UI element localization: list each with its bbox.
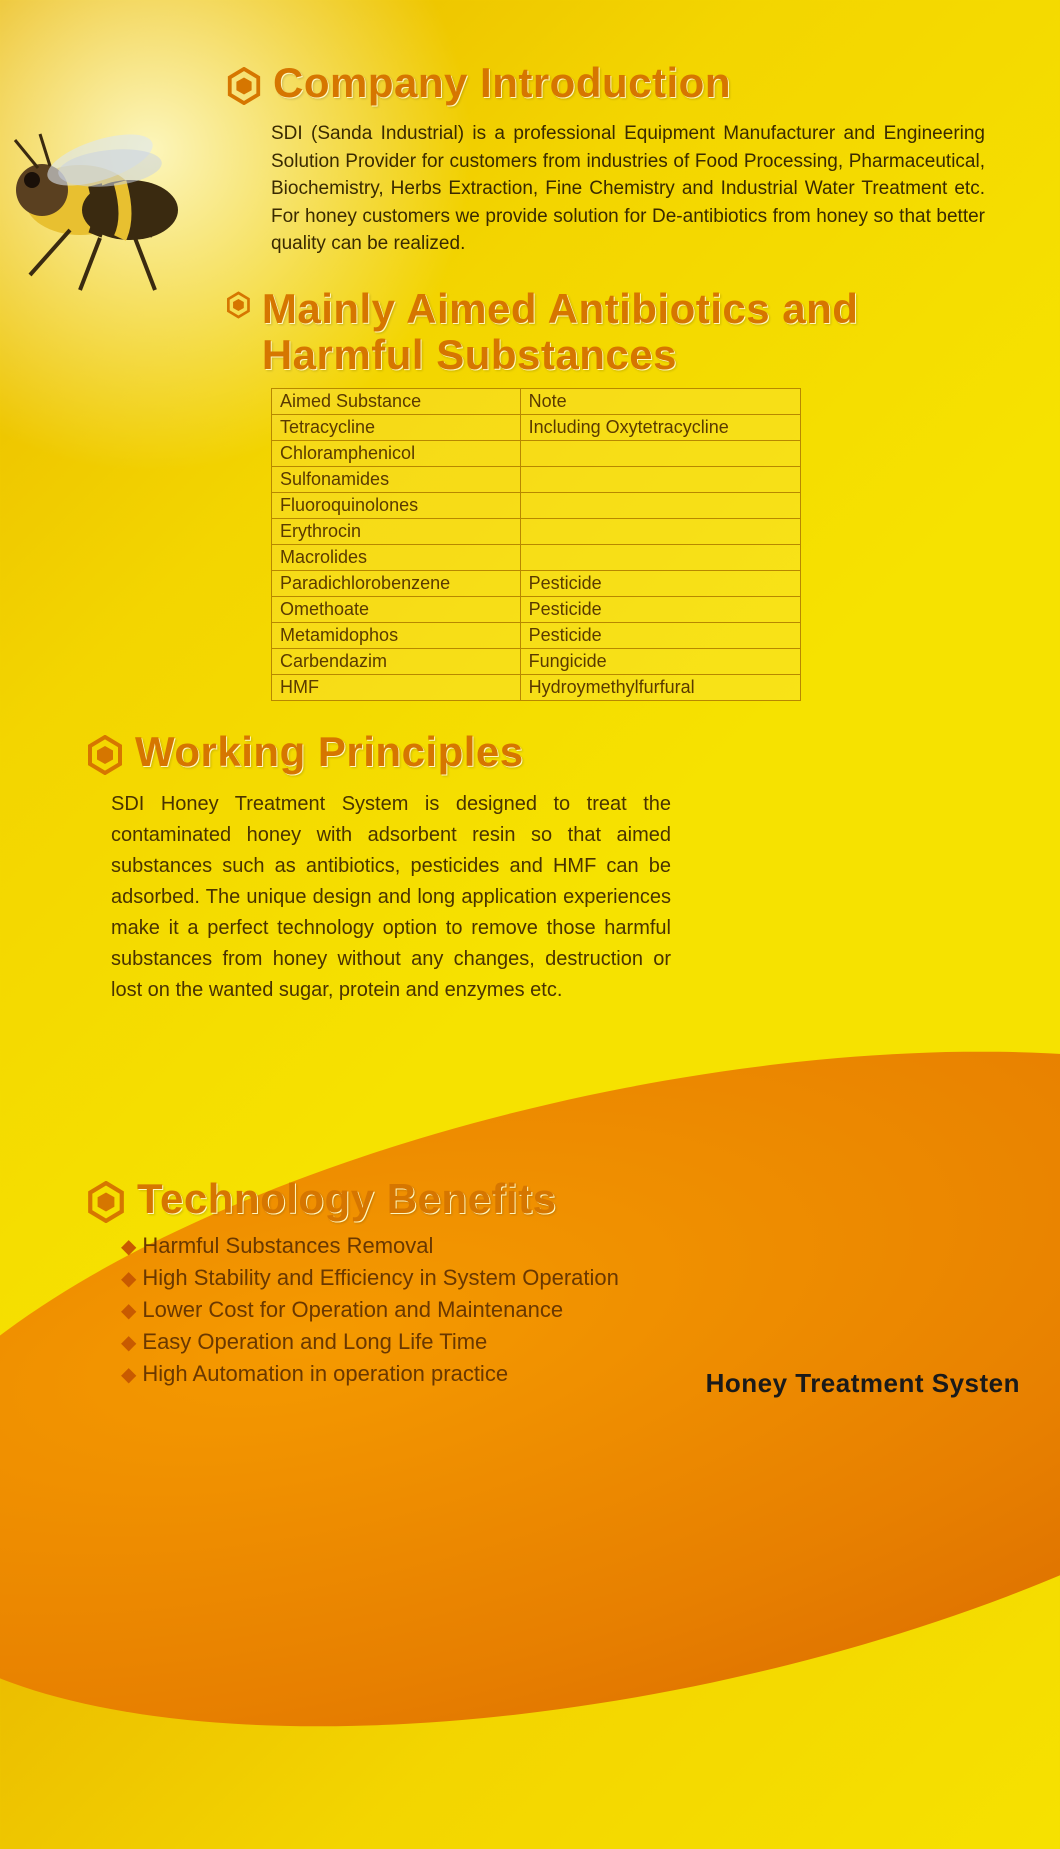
table-cell: Paradichlorobenzene bbox=[272, 571, 521, 597]
table-cell: Tetracycline bbox=[272, 415, 521, 441]
heading-company-intro: Company Introduction bbox=[225, 60, 985, 106]
table-cell bbox=[520, 441, 800, 467]
table-header-cell: Aimed Substance bbox=[272, 389, 521, 415]
table-cell bbox=[520, 519, 800, 545]
table-cell: Carbendazim bbox=[272, 649, 521, 675]
table-row: MetamidophosPesticide bbox=[272, 623, 801, 649]
hexagon-icon bbox=[225, 286, 252, 324]
table-cell: Sulfonamides bbox=[272, 467, 521, 493]
table-cell: Metamidophos bbox=[272, 623, 521, 649]
table-row: TetracyclineIncluding Oxytetracycline bbox=[272, 415, 801, 441]
list-item: Easy Operation and Long Life Time bbox=[121, 1329, 985, 1355]
section-technology-benefits: Technology Benefits Harmful Substances R… bbox=[60, 1176, 985, 1387]
table-cell: Pesticide bbox=[520, 597, 800, 623]
table-cell: Fungicide bbox=[520, 649, 800, 675]
benefits-list: Harmful Substances Removal High Stability… bbox=[121, 1233, 985, 1387]
heading-working-principles: Working Principles bbox=[85, 729, 985, 775]
table-row: Erythrocin bbox=[272, 519, 801, 545]
table-cell: Chloramphenicol bbox=[272, 441, 521, 467]
table-row: Chloramphenicol bbox=[272, 441, 801, 467]
heading-text: Mainly Aimed Antibiotics and Harmful Sub… bbox=[262, 286, 985, 378]
list-item: High Stability and Efficiency in System … bbox=[121, 1265, 985, 1291]
footer-product-name: Honey Treatment Systen bbox=[706, 1368, 1020, 1399]
section-antibiotics: Mainly Aimed Antibiotics and Harmful Sub… bbox=[225, 286, 985, 701]
heading-antibiotics: Mainly Aimed Antibiotics and Harmful Sub… bbox=[225, 286, 985, 378]
table-row: ParadichlorobenzenePesticide bbox=[272, 571, 801, 597]
heading-text: Company Introduction bbox=[273, 59, 731, 106]
table-row: Sulfonamides bbox=[272, 467, 801, 493]
table-header-row: Aimed Substance Note bbox=[272, 389, 801, 415]
principles-paragraph: SDI Honey Treatment System is designed t… bbox=[111, 789, 671, 1006]
table-row: OmethoatePesticide bbox=[272, 597, 801, 623]
hexagon-icon bbox=[85, 1181, 127, 1223]
table-cell: Pesticide bbox=[520, 571, 800, 597]
table-cell: Hydroymethylfurfural bbox=[520, 675, 800, 701]
table-header-cell: Note bbox=[520, 389, 800, 415]
hexagon-icon bbox=[225, 67, 263, 105]
table-cell: Omethoate bbox=[272, 597, 521, 623]
table-cell bbox=[520, 545, 800, 571]
table-row: Macrolides bbox=[272, 545, 801, 571]
table-row: Fluoroquinolones bbox=[272, 493, 801, 519]
table-cell: Including Oxytetracycline bbox=[520, 415, 800, 441]
heading-technology-benefits: Technology Benefits bbox=[85, 1176, 985, 1223]
heading-text: Technology Benefits bbox=[137, 1175, 556, 1222]
table-cell: Fluoroquinolones bbox=[272, 493, 521, 519]
section-working-principles: Working Principles SDI Honey Treatment S… bbox=[60, 729, 985, 1006]
substances-table: Aimed Substance Note TetracyclineIncludi… bbox=[271, 388, 801, 701]
table-cell: Pesticide bbox=[520, 623, 800, 649]
table-row: HMFHydroymethylfurfural bbox=[272, 675, 801, 701]
table-cell: HMF bbox=[272, 675, 521, 701]
list-item: Lower Cost for Operation and Maintenance bbox=[121, 1297, 985, 1323]
list-item: Harmful Substances Removal bbox=[121, 1233, 985, 1259]
hexagon-icon bbox=[85, 735, 125, 775]
intro-paragraph: SDI (Sanda Industrial) is a professional… bbox=[271, 120, 985, 258]
heading-text: Working Principles bbox=[135, 728, 524, 775]
table-row: CarbendazimFungicide bbox=[272, 649, 801, 675]
table-cell: Erythrocin bbox=[272, 519, 521, 545]
table-cell bbox=[520, 467, 800, 493]
table-cell bbox=[520, 493, 800, 519]
section-company-intro: Company Introduction SDI (Sanda Industri… bbox=[225, 60, 985, 258]
table-cell: Macrolides bbox=[272, 545, 521, 571]
